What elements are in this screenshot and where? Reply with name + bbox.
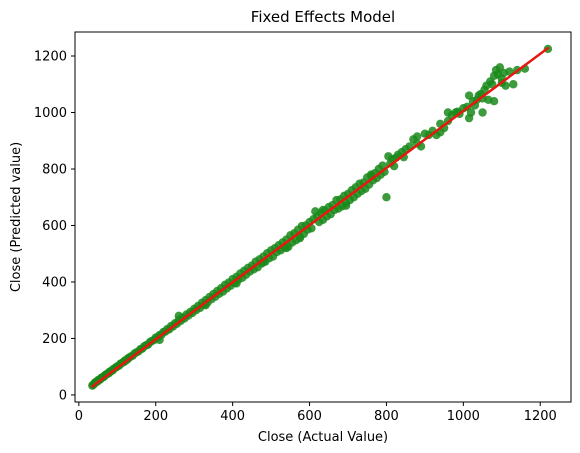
y-axis: 0 200 400 600 800 1000 1200 — [34, 50, 75, 403]
scatter-point — [464, 113, 474, 123]
x-tick-label: 1200 — [524, 409, 557, 424]
regression-line — [91, 46, 550, 388]
x-tick-label: 1000 — [447, 409, 480, 424]
scatter-point — [487, 80, 497, 89]
scatter-point — [489, 96, 499, 106]
x-axis: 0 200 400 600 800 1000 1200 — [75, 402, 557, 424]
scatter-point — [443, 108, 453, 117]
x-tick-label: 200 — [143, 409, 168, 424]
scatter-point — [282, 243, 291, 253]
x-tick-label: 800 — [374, 409, 399, 424]
x-tick-label: 0 — [75, 409, 83, 424]
y-tick-label: 800 — [42, 162, 67, 177]
scatter-point — [382, 193, 391, 202]
x-tick-label: 600 — [297, 409, 322, 424]
x-axis-label: Close (Actual Value) — [258, 430, 388, 445]
scatter-point — [341, 201, 351, 210]
scatter-point — [509, 80, 518, 89]
y-tick-label: 0 — [59, 388, 67, 403]
y-axis-label: Close (Predicted value) — [9, 142, 24, 292]
y-tick-label: 400 — [42, 275, 67, 290]
chart-title: Fixed Effects Model — [251, 8, 395, 26]
scatter-point — [413, 132, 422, 141]
fit-line-layer — [91, 46, 550, 388]
y-tick-label: 200 — [42, 332, 67, 347]
scatter-point — [464, 91, 474, 100]
scatter-point — [295, 233, 305, 243]
y-tick-label: 600 — [42, 219, 67, 234]
y-tick-label: 1000 — [34, 106, 67, 121]
y-tick-label: 1200 — [34, 50, 67, 65]
scatter-point — [174, 311, 184, 321]
x-tick-label: 400 — [220, 409, 245, 424]
scatter-point — [478, 108, 487, 117]
